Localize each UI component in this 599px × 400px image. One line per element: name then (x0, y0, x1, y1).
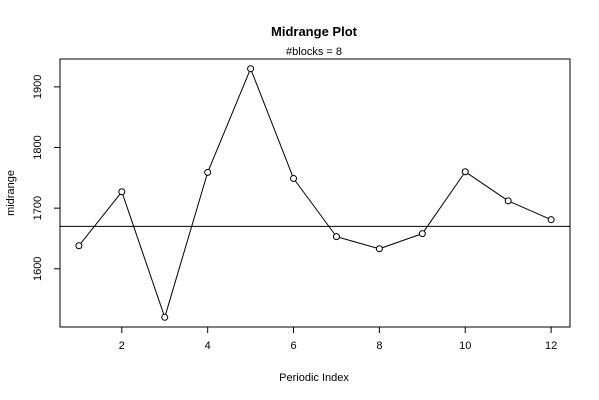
series-segment (423, 173, 464, 232)
plot-frame (59, 58, 571, 328)
data-point-3 (161, 313, 169, 321)
series-segment (294, 180, 336, 235)
data-point-7 (332, 233, 340, 241)
data-point-8 (375, 245, 383, 253)
y-tick-label: 1700 (32, 196, 44, 220)
data-points (75, 65, 555, 321)
x-tick-label: 6 (290, 340, 296, 352)
data-point-9 (418, 230, 426, 238)
series-segment (122, 194, 165, 315)
chart-subtitle: #blocks = 8 (286, 46, 342, 58)
data-point-2 (118, 188, 126, 196)
x-axis: 2 4 6 8 10 12 (119, 327, 557, 352)
data-point-6 (290, 174, 298, 182)
series-segment (382, 234, 420, 249)
data-point-4 (204, 168, 212, 176)
y-axis: 1600 1700 1800 1900 (32, 75, 60, 281)
x-tick-label: 10 (459, 340, 471, 352)
y-tick-label: 1800 (32, 135, 44, 159)
x-tick-label: 4 (205, 340, 211, 352)
x-tick-label: 2 (119, 340, 125, 352)
data-point-10 (461, 168, 469, 176)
series-segment (208, 71, 250, 170)
series-segment (80, 193, 121, 244)
y-tick-label: 1600 (32, 257, 44, 281)
chart-title: Midrange Plot (271, 24, 358, 39)
series-segment (467, 173, 506, 200)
y-axis-label: midrange (5, 170, 17, 216)
x-tick-label: 12 (545, 340, 557, 352)
x-axis-label: Periodic Index (279, 372, 349, 384)
series-segment (165, 175, 208, 315)
series-segment (251, 71, 293, 176)
y-tick-label: 1900 (32, 75, 44, 99)
series-line (80, 71, 549, 315)
data-point-1 (75, 242, 83, 250)
data-point-5 (247, 65, 255, 73)
data-point-12 (547, 216, 555, 224)
x-tick-label: 8 (376, 340, 382, 352)
series-segment (339, 236, 377, 249)
series-segment (510, 201, 549, 219)
data-point-11 (504, 197, 512, 205)
